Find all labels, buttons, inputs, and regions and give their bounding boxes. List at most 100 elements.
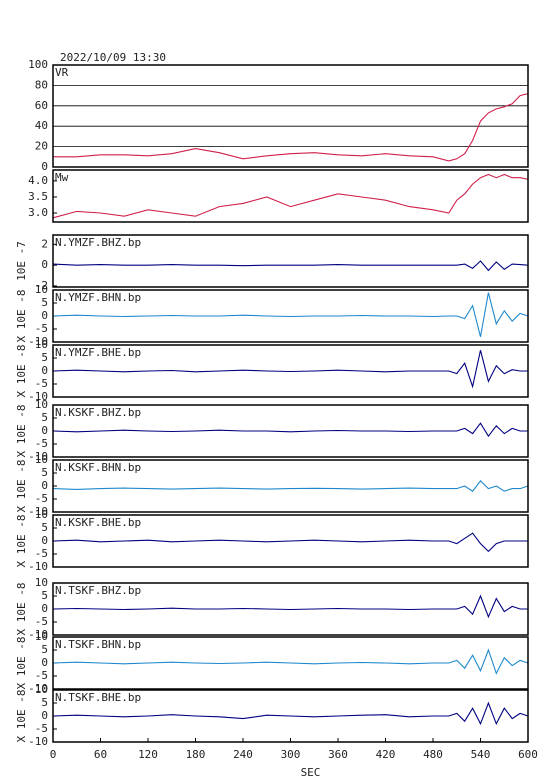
y-tick-label: 10 bbox=[35, 508, 48, 521]
y-tick-label: -5 bbox=[35, 322, 48, 335]
y-tick-label: -5 bbox=[35, 722, 48, 735]
panel-label: Mw bbox=[55, 171, 69, 184]
panel-label: N.YMZF.BHN.bp bbox=[55, 291, 141, 304]
panel-label: N.TSKF.BHZ.bp bbox=[55, 584, 141, 597]
y-tick-label: 5 bbox=[41, 589, 48, 602]
panel-label: N.KSKF.BHE.bp bbox=[55, 516, 141, 529]
x-tick-label: 240 bbox=[233, 748, 253, 761]
panel-frame bbox=[52, 459, 529, 513]
y-tick-label: 5 bbox=[41, 296, 48, 309]
y-tick-label: 0 bbox=[41, 258, 48, 271]
y-tick-label: 5 bbox=[41, 643, 48, 656]
y-tick-label: 5 bbox=[41, 696, 48, 709]
y-tick-label: 40 bbox=[35, 119, 48, 132]
y-axis-label: 10E -7 bbox=[15, 241, 28, 281]
y-tick-label: 3.5 bbox=[28, 190, 48, 203]
panel-label: N.KSKF.BHN.bp bbox=[55, 461, 141, 474]
y-tick-label: 60 bbox=[35, 99, 48, 112]
y-tick-label: -5 bbox=[35, 492, 48, 505]
data-line bbox=[52, 594, 528, 619]
y-axis-label: X 10E -8 bbox=[15, 583, 28, 636]
panel-label: VR bbox=[55, 66, 69, 79]
data-line bbox=[52, 648, 529, 675]
y-tick-label: -5 bbox=[35, 615, 48, 628]
data-line bbox=[52, 701, 529, 726]
panel-label: N.TSKF.BHE.bp bbox=[55, 691, 141, 704]
data-line bbox=[52, 350, 528, 389]
y-tick-label: -10 bbox=[28, 505, 48, 518]
y-tick-label: 2 bbox=[41, 237, 48, 250]
data-line bbox=[52, 532, 528, 553]
y-tick-label: 20 bbox=[35, 140, 48, 153]
panel-frame bbox=[52, 234, 529, 288]
y-tick-label: -2 bbox=[35, 279, 48, 292]
y-tick-label: 0 bbox=[41, 656, 48, 669]
panel-frame bbox=[52, 582, 529, 636]
y-tick-label: 5 bbox=[41, 411, 48, 424]
panel-frame bbox=[52, 514, 529, 568]
panel-label: N.TSKF.BHN.bp bbox=[55, 638, 141, 651]
y-tick-label: -5 bbox=[35, 547, 48, 560]
x-tick-label: 0 bbox=[50, 748, 57, 761]
x-tick-label: 180 bbox=[186, 748, 206, 761]
y-tick-label: 80 bbox=[35, 78, 48, 91]
panel-frame bbox=[52, 344, 529, 398]
chart-title: 2022/10/09 13:30 bbox=[60, 51, 166, 64]
data-line bbox=[52, 260, 529, 272]
panel-label: N.YMZF.BHE.bp bbox=[55, 346, 141, 359]
panel-label: N.KSKF.BHZ.bp bbox=[55, 406, 141, 419]
y-tick-label: -5 bbox=[35, 377, 48, 390]
y-axis-label: X 10E -8 bbox=[15, 515, 28, 568]
y-tick-label: -10 bbox=[28, 682, 48, 695]
y-tick-label: 0 bbox=[41, 709, 48, 722]
y-tick-label: 10 bbox=[35, 630, 48, 643]
y-tick-label: 0 bbox=[41, 534, 48, 547]
panel-frame bbox=[52, 169, 529, 223]
y-axis-label: X 10E -8 bbox=[15, 460, 28, 513]
y-tick-label: 10 bbox=[35, 576, 48, 589]
panel-label: N.YMZF.BHZ.bp bbox=[55, 236, 141, 249]
y-tick-label: -5 bbox=[35, 669, 48, 682]
y-tick-label: -10 bbox=[28, 560, 48, 573]
data-line bbox=[52, 479, 529, 492]
panel-frame bbox=[52, 64, 529, 168]
data-line bbox=[52, 292, 529, 337]
x-tick-label: 60 bbox=[94, 748, 107, 761]
y-tick-label: 0 bbox=[41, 309, 48, 322]
y-tick-label: 5 bbox=[41, 466, 48, 479]
y-tick-label: 100 bbox=[28, 58, 48, 71]
x-tick-label: 300 bbox=[281, 748, 301, 761]
y-axis-label: X 10E -8 bbox=[15, 345, 28, 398]
y-tick-label: 0 bbox=[41, 364, 48, 377]
y-tick-label: -5 bbox=[35, 437, 48, 450]
x-tick-label: 360 bbox=[328, 748, 348, 761]
x-tick-label: 420 bbox=[376, 748, 396, 761]
y-tick-label: 10 bbox=[35, 283, 48, 296]
x-tick-label: 120 bbox=[138, 748, 158, 761]
panel-frame bbox=[52, 404, 529, 458]
x-axis-label: SEC bbox=[301, 766, 321, 779]
y-tick-label: 10 bbox=[35, 683, 48, 696]
y-tick-label: 3.0 bbox=[28, 206, 48, 219]
y-tick-label: 10 bbox=[35, 338, 48, 351]
y-tick-label: 0 bbox=[41, 160, 48, 173]
panel-frame bbox=[52, 289, 529, 343]
y-axis-label: X 10E -8 bbox=[15, 405, 28, 458]
data-line bbox=[52, 422, 528, 438]
y-tick-label: -10 bbox=[28, 335, 48, 348]
y-tick-label: 10 bbox=[35, 398, 48, 411]
y-axis-label: X 10E -8 bbox=[15, 637, 28, 690]
y-tick-label: -10 bbox=[28, 450, 48, 463]
y-tick-label: 5 bbox=[41, 521, 48, 534]
data-line bbox=[53, 93, 529, 162]
x-tick-label: 540 bbox=[471, 748, 491, 761]
y-tick-label: -10 bbox=[28, 390, 48, 403]
y-tick-label: 0 bbox=[41, 479, 48, 492]
y-axis-label: X 10E -8 bbox=[15, 290, 28, 343]
y-axis-label: X 10E -8 bbox=[15, 690, 28, 743]
y-tick-label: -10 bbox=[28, 735, 48, 748]
y-tick-label: 10 bbox=[35, 453, 48, 466]
panel-frame bbox=[52, 636, 529, 690]
x-tick-label: 480 bbox=[423, 748, 443, 761]
